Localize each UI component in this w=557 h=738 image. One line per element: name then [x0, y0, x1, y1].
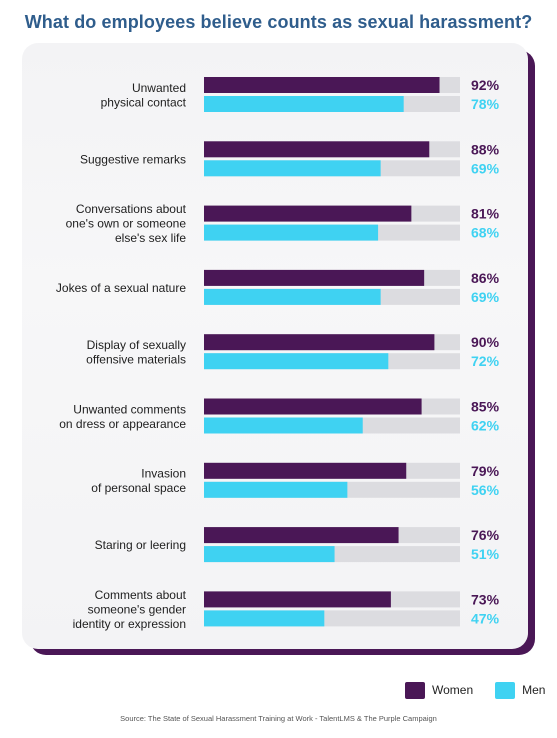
- legend-swatch-men: [495, 681, 516, 699]
- value-label-women: 76%: [471, 527, 500, 543]
- bar-men: [204, 160, 381, 177]
- value-label-men: 47%: [471, 610, 500, 626]
- legend-item-women: Women: [405, 681, 474, 699]
- bar-women: [204, 77, 440, 93]
- bar-men: [204, 481, 348, 498]
- bar-women: [204, 591, 391, 608]
- category-label: Jokes of a sexual nature: [56, 281, 186, 295]
- bar-men: [204, 224, 379, 241]
- category-label: Invasion: [141, 467, 186, 481]
- value-label-men: 68%: [471, 225, 500, 241]
- category-label: physical contact: [101, 95, 187, 109]
- source-note: Source: The State of Sexual Harassment T…: [120, 714, 437, 723]
- bar-men: [204, 417, 363, 434]
- legend-label-men: Men: [522, 683, 546, 697]
- bar-women: [204, 398, 422, 415]
- value-label-women: 85%: [471, 399, 500, 415]
- category-label: Conversations about: [76, 202, 187, 216]
- bar-women: [204, 527, 399, 544]
- value-label-women: 92%: [471, 77, 500, 93]
- category-label: Unwanted comments: [73, 402, 186, 416]
- category-label: Comments about: [95, 588, 187, 602]
- value-label-women: 88%: [471, 141, 500, 157]
- chart-title: What do employees believe counts as sexu…: [24, 12, 533, 32]
- bar-men: [204, 288, 381, 305]
- value-label-women: 81%: [471, 206, 500, 222]
- category-label: Display of sexually: [87, 338, 186, 352]
- legend-item-men: Men: [495, 681, 546, 699]
- value-label-women: 73%: [471, 591, 500, 607]
- category-label: on dress or appearance: [59, 417, 186, 431]
- value-label-men: 78%: [471, 96, 500, 112]
- bar-women: [204, 141, 430, 158]
- legend-label-women: Women: [432, 683, 474, 697]
- value-label-men: 51%: [471, 546, 500, 562]
- bar-women: [204, 269, 425, 286]
- value-label-women: 86%: [471, 270, 500, 286]
- bar-men: [204, 96, 404, 112]
- value-label-men: 69%: [471, 289, 500, 305]
- category-label: Staring or leering: [95, 538, 186, 552]
- bar-women: [204, 205, 412, 222]
- bar-women: [204, 462, 407, 479]
- value-label-men: 69%: [471, 160, 500, 176]
- value-label-women: 90%: [471, 334, 500, 350]
- bar-men: [204, 353, 389, 370]
- bar-men: [204, 546, 335, 563]
- value-label-men: 72%: [471, 353, 500, 369]
- bar-women: [204, 334, 435, 351]
- category-label: of personal space: [91, 481, 186, 495]
- value-label-men: 56%: [471, 482, 500, 498]
- value-label-women: 79%: [471, 463, 500, 479]
- category-label: one's own or someone: [66, 217, 187, 231]
- category-label: someone's gender: [88, 602, 186, 616]
- category-label: offensive materials: [86, 352, 186, 366]
- legend-swatch-women: [405, 681, 425, 699]
- bar-men: [204, 610, 325, 627]
- category-label: else's sex life: [115, 231, 186, 245]
- value-label-men: 62%: [471, 418, 500, 434]
- category-label: identity or expression: [73, 617, 186, 631]
- category-label: Suggestive remarks: [80, 152, 186, 166]
- category-label: Unwanted: [132, 81, 186, 95]
- legend: Women Men: [405, 680, 557, 700]
